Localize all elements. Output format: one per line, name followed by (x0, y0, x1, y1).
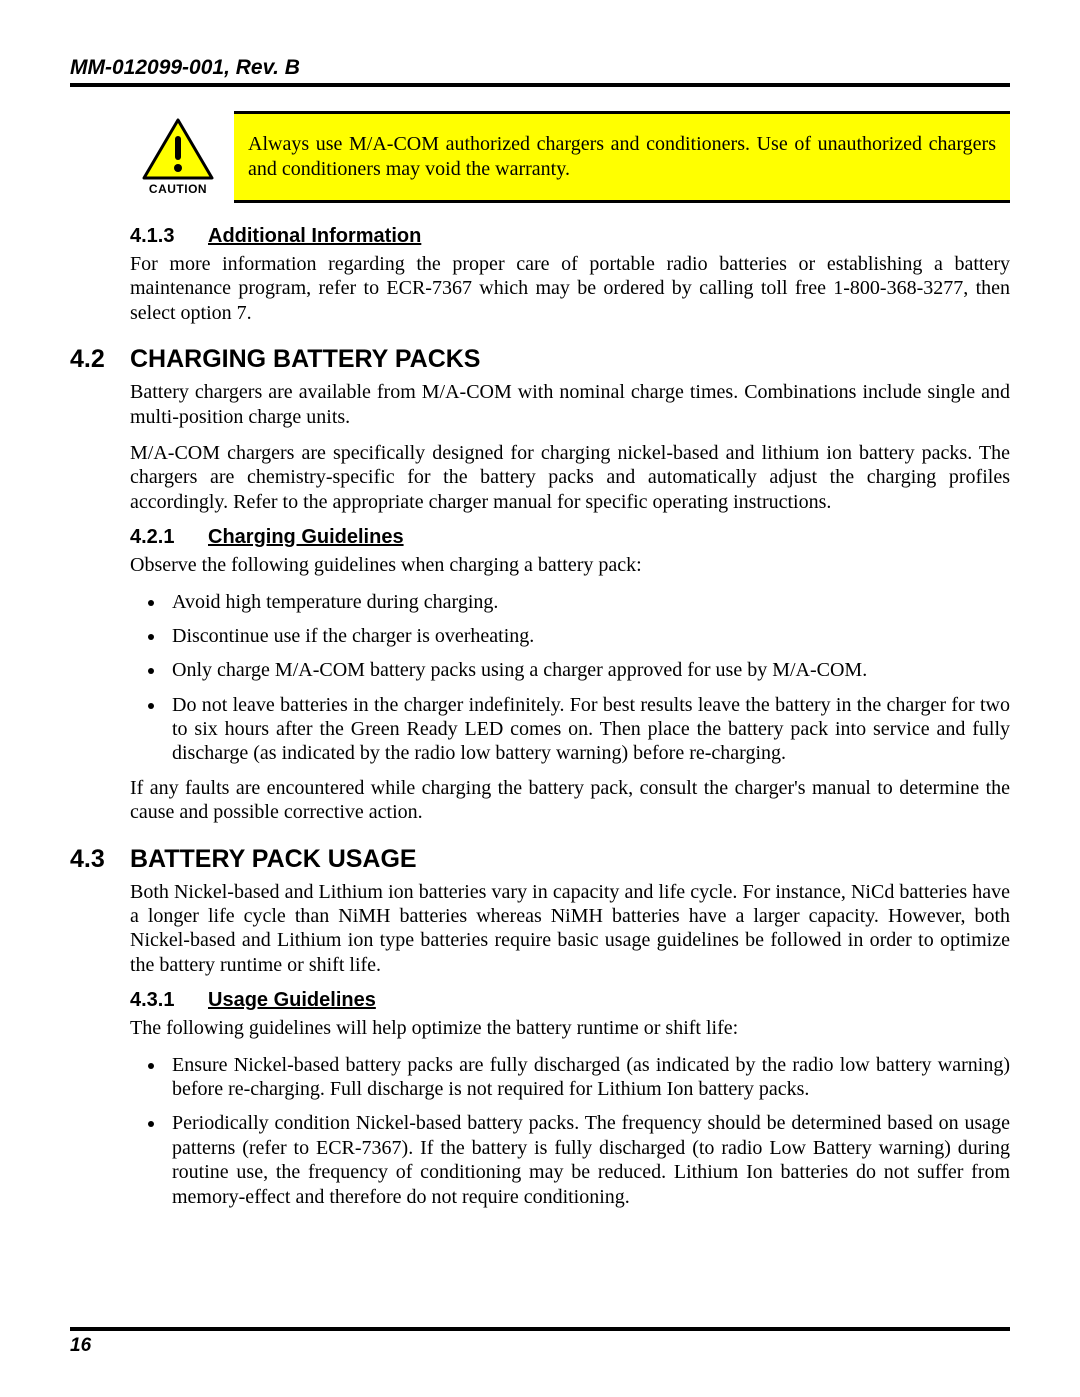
heading-num: 4.2.1 (130, 526, 208, 549)
footer: 16 (70, 1327, 1010, 1357)
header-doc-id: MM-012099-001, Rev. B (70, 56, 1010, 83)
heading-4-3-1: 4.3.1Usage Guidelines (130, 989, 1010, 1012)
para-4-3: Both Nickel-based and Lithium ion batter… (130, 880, 1010, 978)
heading-num: 4.1.3 (130, 225, 208, 248)
list-item: Ensure Nickel-based battery packs are fu… (166, 1053, 1010, 1102)
heading-4-2-1: 4.2.1Charging Guidelines (130, 526, 1010, 549)
heading-4-2: 4.2 CHARGING BATTERY PACKS (70, 345, 1010, 374)
page: MM-012099-001, Rev. B CAUTION Always use… (0, 0, 1080, 1397)
caution-block: CAUTION Always use M/A-COM authorized ch… (130, 111, 1010, 203)
heading-num: 4.2 (70, 345, 130, 374)
list-item: Only charge M/A-COM battery packs using … (166, 658, 1010, 682)
list-item: Avoid high temperature during charging. (166, 590, 1010, 614)
list-4-2-1: Avoid high temperature during charging. … (130, 590, 1010, 766)
list-item: Discontinue use if the charger is overhe… (166, 624, 1010, 648)
heading-title: CHARGING BATTERY PACKS (130, 345, 480, 374)
caution-icon (142, 118, 214, 180)
caution-icon-col: CAUTION (130, 111, 234, 203)
heading-title: BATTERY PACK USAGE (130, 845, 417, 874)
caution-text: Always use M/A-COM authorized chargers a… (234, 111, 1010, 203)
para-4-2-b: M/A-COM chargers are specifically design… (130, 441, 1010, 514)
para-4-2-1-intro: Observe the following guidelines when ch… (130, 553, 1010, 577)
heading-title: Additional Information (208, 225, 421, 247)
caution-label: CAUTION (149, 182, 207, 196)
para-4-2-a: Battery chargers are available from M/A-… (130, 380, 1010, 429)
para-4-1-3: For more information regarding the prope… (130, 252, 1010, 325)
para-4-3-1-intro: The following guidelines will help optim… (130, 1016, 1010, 1040)
list-item: Periodically condition Nickel-based batt… (166, 1111, 1010, 1209)
para-4-2-1-outro: If any faults are encountered while char… (130, 776, 1010, 825)
heading-num: 4.3.1 (130, 989, 208, 1012)
heading-title: Charging Guidelines (208, 526, 404, 548)
page-number: 16 (70, 1335, 1010, 1357)
footer-rule (70, 1327, 1010, 1331)
header-rule (70, 83, 1010, 87)
list-item: Do not leave batteries in the charger in… (166, 693, 1010, 766)
heading-4-3: 4.3 BATTERY PACK USAGE (70, 845, 1010, 874)
heading-title: Usage Guidelines (208, 989, 376, 1011)
heading-num: 4.3 (70, 845, 130, 874)
heading-4-1-3: 4.1.3Additional Information (130, 225, 1010, 248)
list-4-3-1: Ensure Nickel-based battery packs are fu… (130, 1053, 1010, 1209)
